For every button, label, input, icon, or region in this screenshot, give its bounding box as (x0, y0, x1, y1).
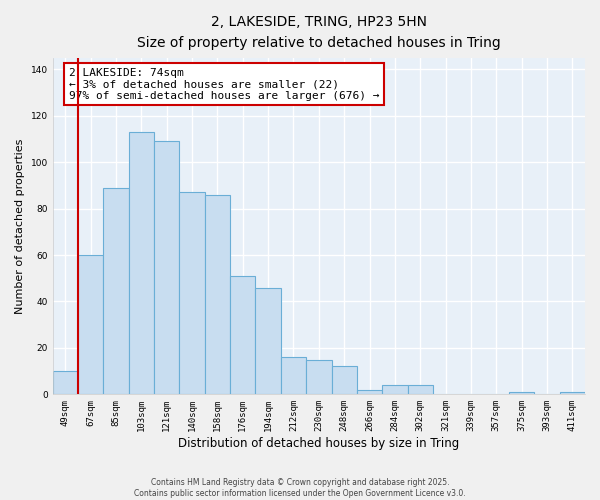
Text: 2 LAKESIDE: 74sqm
← 3% of detached houses are smaller (22)
97% of semi-detached : 2 LAKESIDE: 74sqm ← 3% of detached house… (68, 68, 379, 101)
Bar (205, 194, 230, 394)
Bar (129, 132, 154, 394)
Bar (230, 276, 256, 394)
Y-axis label: Number of detached properties: Number of detached properties (15, 138, 25, 314)
Bar (53, 371, 78, 394)
Text: Contains HM Land Registry data © Crown copyright and database right 2025.
Contai: Contains HM Land Registry data © Crown c… (134, 478, 466, 498)
Bar (78, 255, 103, 394)
Bar (332, 366, 357, 394)
Bar (407, 385, 433, 394)
Bar (256, 288, 281, 395)
Bar (306, 360, 332, 394)
Bar (281, 357, 306, 395)
Bar (382, 385, 407, 394)
Bar (509, 392, 535, 394)
Title: 2, LAKESIDE, TRING, HP23 5HN
Size of property relative to detached houses in Tri: 2, LAKESIDE, TRING, HP23 5HN Size of pro… (137, 15, 501, 50)
Bar (560, 392, 585, 394)
Bar (179, 192, 205, 394)
Bar (103, 188, 129, 394)
Bar (357, 390, 382, 394)
X-axis label: Distribution of detached houses by size in Tring: Distribution of detached houses by size … (178, 437, 460, 450)
Bar (154, 142, 179, 394)
